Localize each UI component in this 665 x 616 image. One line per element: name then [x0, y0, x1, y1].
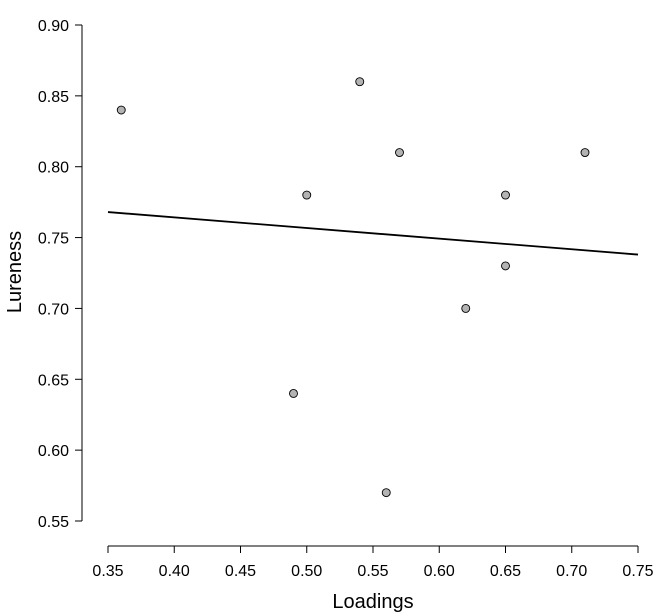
y-tick-label: 0.65 [38, 372, 69, 389]
data-point [355, 77, 365, 87]
x-tick-label: 0.60 [424, 563, 455, 580]
y-tick-label: 0.70 [38, 301, 69, 318]
data-point [395, 148, 404, 157]
x-tick-label: 0.40 [159, 563, 190, 580]
x-tick-label: 0.75 [622, 563, 653, 580]
y-axis: 0.55 0.60 0.65 0.70 0.75 0.80 0.85 0.90 [38, 18, 83, 531]
x-tick-label: 0.70 [556, 563, 587, 580]
data-point [116, 105, 126, 115]
y-tick-label: 0.60 [38, 443, 69, 460]
x-axis-title: Loadings [332, 591, 413, 613]
y-tick-label: 0.85 [38, 89, 69, 106]
y-axis-title: Lureness [4, 231, 26, 313]
regression-line [107, 211, 639, 256]
data-point [381, 488, 391, 498]
x-tick-label: 0.35 [92, 563, 123, 580]
data-points [116, 77, 590, 498]
data-point [501, 190, 510, 200]
data-point [289, 389, 298, 398]
x-tick-label: 0.50 [291, 563, 322, 580]
data-point [461, 303, 471, 313]
y-tick-label: 0.90 [38, 18, 69, 35]
x-tick-label: 0.45 [225, 563, 256, 580]
x-axis: 0.35 0.40 0.45 0.50 0.55 0.60 0.65 0.70 0.75 [92, 545, 654, 580]
x-tick-label: 0.65 [490, 563, 521, 580]
regression-line-group [107, 211, 639, 256]
x-tick-label: 0.55 [357, 563, 388, 580]
data-point [501, 261, 510, 271]
y-tick-label: 0.80 [38, 160, 69, 177]
data-point [580, 148, 590, 157]
data-point [302, 190, 312, 200]
y-tick-label: 0.75 [38, 231, 69, 248]
y-tick-label: 0.55 [38, 514, 69, 531]
